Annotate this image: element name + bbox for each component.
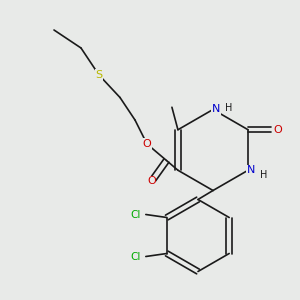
Text: N: N [247,165,255,175]
Text: S: S [95,70,103,80]
Text: H: H [260,170,267,180]
Text: Cl: Cl [130,251,140,262]
Text: O: O [147,176,156,187]
Text: O: O [142,139,152,149]
Text: O: O [274,125,282,135]
Text: N: N [212,104,220,115]
Text: H: H [225,103,232,113]
Text: Cl: Cl [130,209,140,220]
